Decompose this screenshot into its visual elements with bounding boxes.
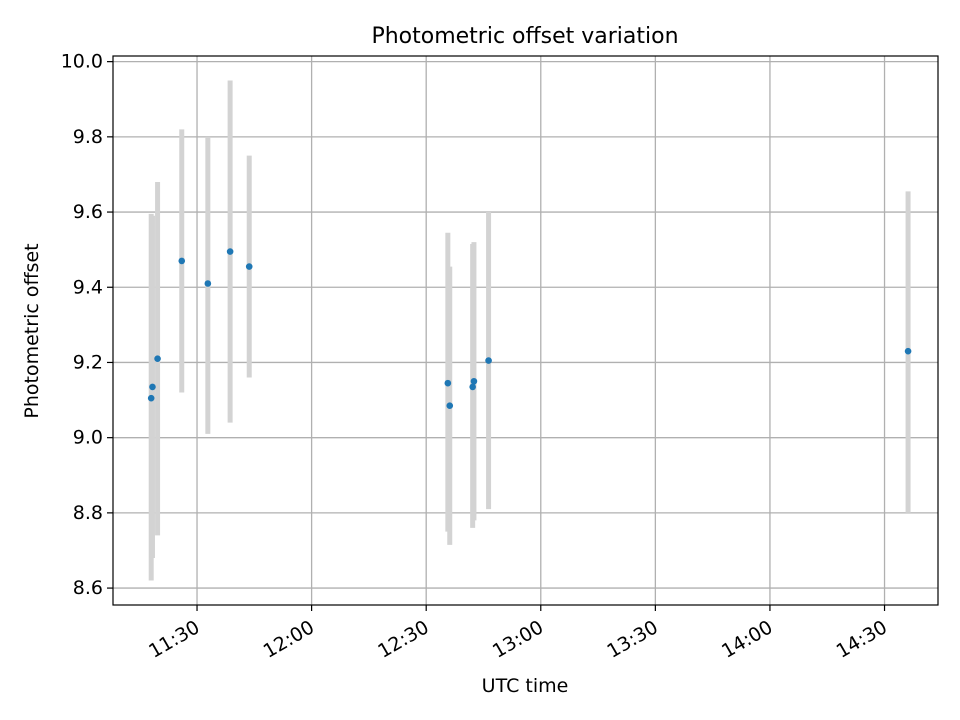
data-point bbox=[149, 383, 156, 391]
plot-frame bbox=[112, 55, 939, 606]
data-point bbox=[904, 347, 912, 355]
y-tick-label: 9.8 bbox=[73, 126, 103, 148]
y-tick-label: 8.8 bbox=[73, 502, 103, 524]
data-point bbox=[178, 257, 186, 265]
data-point bbox=[226, 248, 234, 255]
data-point bbox=[204, 280, 212, 287]
data-point bbox=[154, 355, 161, 363]
data-point bbox=[470, 377, 478, 385]
y-axis: 8.6 8.8 9.0 9.2 9.4 9.6 9.8 10.0 bbox=[61, 51, 113, 599]
data-point bbox=[245, 263, 253, 270]
y-tick-label: 8.6 bbox=[73, 577, 103, 599]
data-point bbox=[469, 383, 476, 391]
y-tick-label: 9.6 bbox=[73, 201, 103, 223]
data-point bbox=[444, 379, 452, 387]
y-tick-label: 10.0 bbox=[61, 51, 103, 73]
data-points bbox=[147, 248, 912, 410]
y-tick-label: 9.2 bbox=[73, 351, 103, 373]
grid bbox=[113, 56, 938, 605]
data-point bbox=[446, 402, 454, 410]
y-axis-label: Photometric offset bbox=[21, 243, 43, 418]
chart-title: Photometric offset variation bbox=[371, 24, 678, 49]
y-tick-label: 9.4 bbox=[73, 276, 103, 298]
y-tick-label: 9.0 bbox=[73, 427, 103, 449]
data-point bbox=[147, 394, 155, 402]
data-point bbox=[485, 357, 492, 364]
plot-area bbox=[113, 56, 938, 605]
x-axis-label: UTC time bbox=[482, 675, 569, 697]
